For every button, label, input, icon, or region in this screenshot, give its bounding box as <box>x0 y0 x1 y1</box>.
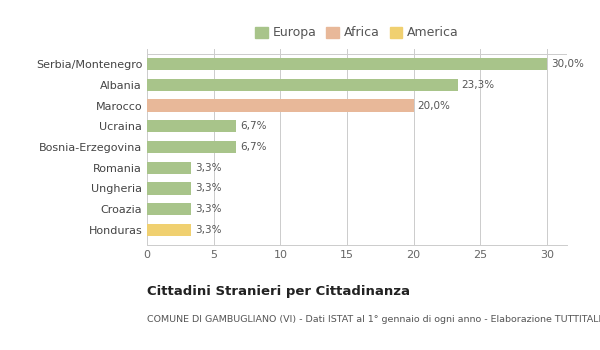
Text: 20,0%: 20,0% <box>418 100 451 111</box>
Bar <box>147 58 547 70</box>
Text: 30,0%: 30,0% <box>551 59 584 69</box>
Bar <box>147 161 191 174</box>
Text: 23,3%: 23,3% <box>461 80 495 90</box>
Bar <box>147 99 413 112</box>
Text: 3,3%: 3,3% <box>195 183 221 194</box>
Text: 3,3%: 3,3% <box>195 163 221 173</box>
Text: 6,7%: 6,7% <box>241 142 267 152</box>
Text: Cittadini Stranieri per Cittadinanza: Cittadini Stranieri per Cittadinanza <box>147 285 410 298</box>
Bar <box>147 79 458 91</box>
Text: 3,3%: 3,3% <box>195 204 221 214</box>
Bar <box>147 224 191 236</box>
Bar <box>147 120 236 133</box>
Bar <box>147 182 191 195</box>
Legend: Europa, Africa, America: Europa, Africa, America <box>253 24 461 42</box>
Text: 3,3%: 3,3% <box>195 225 221 235</box>
Text: 6,7%: 6,7% <box>241 121 267 131</box>
Text: COMUNE DI GAMBUGLIANO (VI) - Dati ISTAT al 1° gennaio di ogni anno - Elaborazion: COMUNE DI GAMBUGLIANO (VI) - Dati ISTAT … <box>147 315 600 324</box>
Bar <box>147 203 191 215</box>
Bar <box>147 141 236 153</box>
